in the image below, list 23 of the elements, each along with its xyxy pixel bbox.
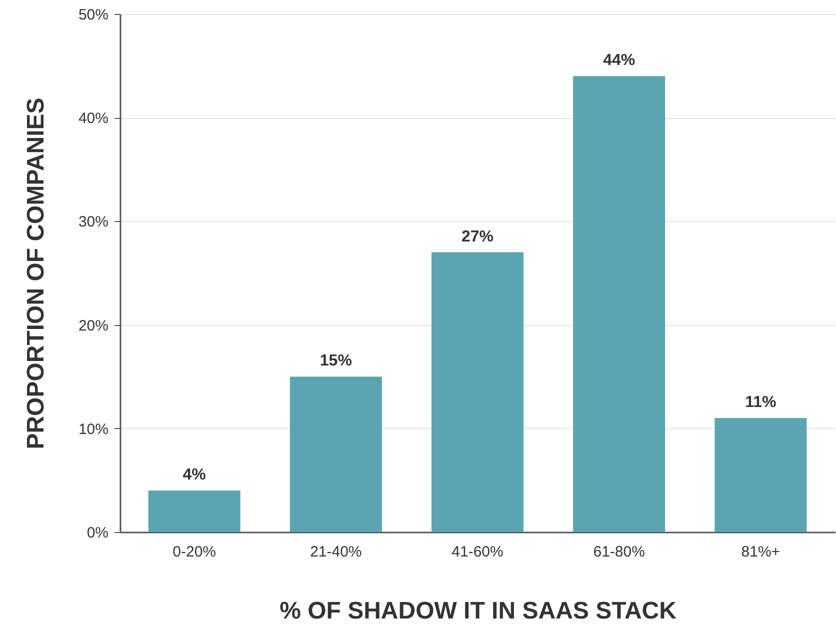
y-tick-label: 30% [78, 214, 108, 231]
bar [290, 376, 382, 532]
x-axis-title: % OF SHADOW IT IN SAAS STACK [280, 598, 678, 624]
data-label: 44% [603, 52, 636, 70]
bar [714, 418, 807, 532]
y-tick-label: 10% [78, 420, 108, 438]
data-label: 27% [461, 228, 494, 246]
y-tick-label: 0% [86, 524, 108, 542]
x-tick-label: 21-40% [310, 544, 362, 560]
y-tick-label: 50% [78, 6, 108, 24]
x-tick-label: 81%+ [741, 544, 780, 560]
data-label: 11% [745, 394, 776, 412]
data-label: 4% [182, 466, 206, 484]
bar [573, 76, 666, 532]
x-tick-label: 61-80% [593, 544, 645, 560]
x-tick-label: 41-60% [452, 544, 504, 560]
data-label: 15% [320, 352, 352, 370]
y-tick-label: 40% [78, 110, 108, 128]
y-axis-title: PROPORTION OF COMPANIES [22, 98, 50, 450]
bar [431, 252, 524, 532]
bar [148, 490, 240, 532]
y-tick-label: 20% [78, 317, 108, 334]
x-tick-label: 0-20% [172, 544, 216, 560]
